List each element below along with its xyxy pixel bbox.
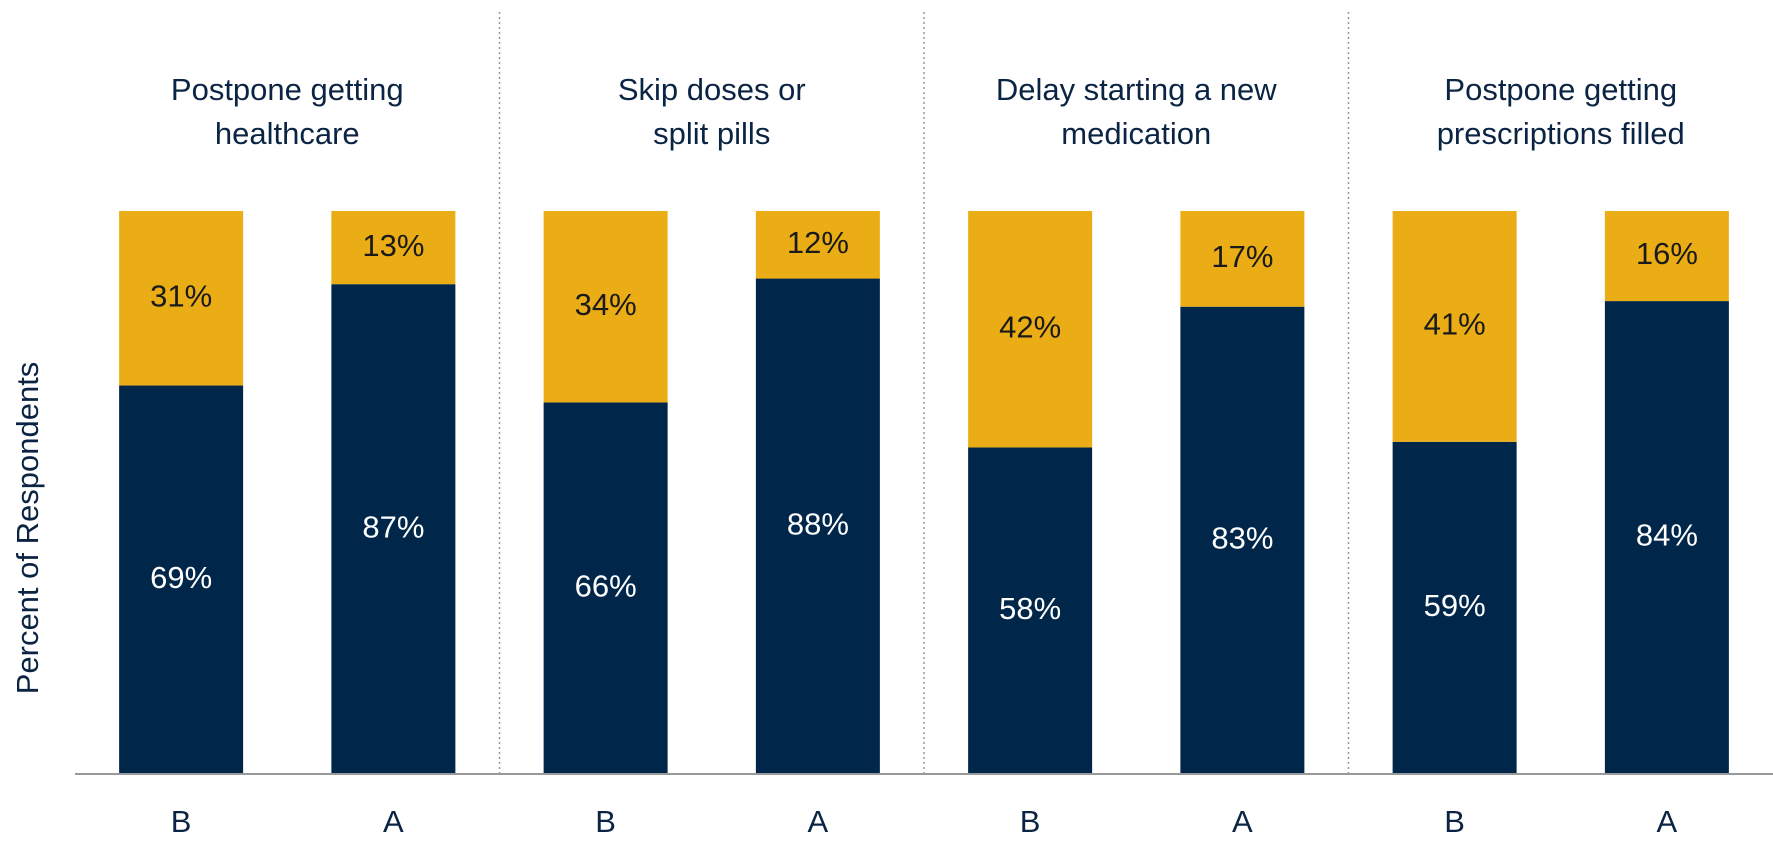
x-tick-label: A (808, 804, 829, 839)
value-label: 87% (362, 509, 424, 544)
x-tick-label: B (1444, 804, 1465, 839)
value-label: 84% (1636, 518, 1698, 553)
bar-segment (331, 211, 456, 285)
bar-segment (119, 211, 244, 386)
value-label: 58% (999, 591, 1061, 626)
value-label: 69% (150, 560, 212, 595)
x-tick-label: B (171, 804, 192, 839)
x-tick-label: B (595, 804, 616, 839)
x-tick-label: B (1020, 804, 1041, 839)
group-title: Skip doses or split pills (617, 72, 806, 151)
bar-segment (968, 211, 1093, 448)
value-label: 31% (150, 278, 212, 313)
bar-segment (331, 284, 456, 774)
value-label: 16% (1636, 236, 1698, 271)
x-tick-label: A (1657, 804, 1678, 839)
bar-segment (1180, 211, 1305, 307)
bar-segment (1392, 441, 1517, 774)
group-title: Delay starting a new medication (995, 72, 1277, 151)
value-label: 34% (575, 287, 637, 322)
value-label: 41% (1424, 307, 1486, 342)
bar-segment (968, 447, 1093, 774)
bar-segment (543, 402, 668, 774)
bar-segment (119, 385, 244, 774)
bar-segment (1180, 306, 1305, 774)
group-title: Postpone getting prescriptions filled (1436, 72, 1685, 151)
bar-segment (1604, 211, 1729, 302)
bar-segment (1392, 211, 1517, 442)
value-label: 42% (999, 309, 1061, 344)
x-tick-label: A (383, 804, 404, 839)
value-label: 13% (362, 228, 424, 263)
value-label: 59% (1424, 588, 1486, 623)
value-label: 66% (575, 568, 637, 603)
bar-segment (755, 211, 880, 279)
bar-segment (755, 278, 880, 774)
value-label: 83% (1211, 521, 1273, 556)
bar-segment (1604, 301, 1729, 774)
value-label: 17% (1211, 239, 1273, 274)
value-label: 88% (787, 506, 849, 541)
x-tick-label: A (1232, 804, 1253, 839)
group-title: Postpone getting healthcare (170, 72, 404, 151)
y-axis-label: Percent of Respondents (10, 362, 45, 695)
bar-segment (543, 211, 668, 403)
value-label: 12% (787, 225, 849, 260)
